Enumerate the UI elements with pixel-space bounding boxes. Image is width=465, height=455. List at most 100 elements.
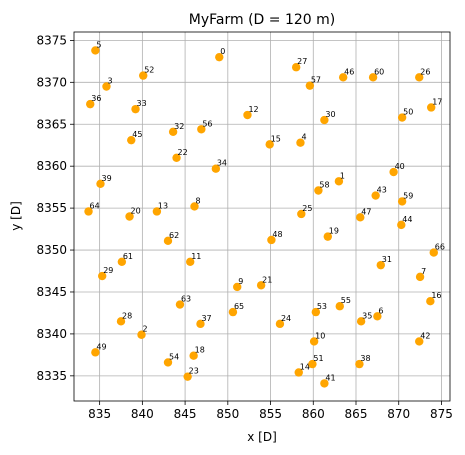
turbine-label: 23 [189,367,199,376]
turbine-point: 34 [212,159,227,173]
turbine-label: 64 [90,201,100,210]
turbine-label: 33 [137,99,147,108]
turbine-point: 54 [164,352,179,366]
turbine-label: 7 [421,267,426,276]
turbine-point: 20 [125,207,140,221]
turbine-point: 53 [312,302,327,316]
turbine-point: 49 [91,342,106,356]
turbine-label: 55 [341,296,351,305]
turbine-point: 66 [430,243,445,257]
turbine-point: 38 [355,354,370,368]
turbine-label: 25 [302,204,312,213]
turbine-label: 12 [248,105,258,114]
x-tick-label: 835 [88,407,111,421]
turbine-point: 1 [335,171,345,185]
y-tick-label: 8355 [36,201,67,215]
turbine-point: 26 [415,67,430,81]
turbine-label: 44 [402,215,412,224]
turbine-label: 31 [382,255,392,264]
turbine-point: 6 [373,306,383,320]
turbine-label: 21 [262,275,272,284]
turbine-label: 56 [202,119,212,128]
turbine-point: 3 [102,77,112,91]
turbine-point: 13 [153,201,168,215]
turbine-label: 62 [169,231,179,240]
turbine-point: 17 [427,97,442,111]
turbine-label: 19 [329,227,339,236]
turbine-label: 61 [123,252,133,261]
x-tick-label: 850 [216,407,239,421]
turbine-label: 47 [361,207,371,216]
turbine-label: 8 [195,196,200,205]
turbine-point: 9 [233,277,243,291]
turbine-point: 61 [118,252,133,266]
y-tick-label: 8375 [36,33,67,47]
turbine-point: 56 [197,119,212,133]
y-tick-label: 8345 [36,285,67,299]
turbine-label: 59 [403,191,413,200]
y-tick-label: 8350 [36,243,67,257]
x-tick-label: 875 [430,407,453,421]
turbine-label: 53 [317,302,327,311]
turbine-point: 47 [356,207,371,221]
turbine-label: 46 [344,67,354,76]
turbine-label: 22 [178,148,188,157]
turbine-point: 52 [139,66,154,80]
turbine-label: 28 [122,311,132,320]
chart-title: MyFarm (D = 120 m) [189,12,335,28]
turbine-label: 48 [272,230,282,239]
turbine-label: 39 [101,174,111,183]
turbine-label: 42 [420,331,430,340]
turbine-label: 51 [313,354,323,363]
turbine-label: 65 [234,302,244,311]
turbine-point: 24 [276,314,291,328]
turbine-point: 55 [336,296,351,310]
turbine-label: 30 [325,110,335,119]
turbine-label: 6 [378,306,383,315]
turbine-label: 34 [217,159,227,168]
turbine-label: 66 [435,243,445,252]
turbine-point: 23 [183,367,198,381]
turbine-label: 49 [96,342,106,351]
x-tick-label: 860 [302,407,325,421]
x-tick-label: 855 [259,407,282,421]
turbine-label: 10 [315,331,325,340]
turbine-label: 40 [395,162,405,171]
turbine-label: 3 [107,77,112,86]
turbine-label: 60 [374,67,384,76]
y-axis-label: y [D] [9,201,23,231]
turbine-label: 38 [360,354,370,363]
turbine-label: 16 [431,291,441,300]
turbine-point: 2 [137,325,147,339]
turbine-label: 57 [311,76,321,85]
turbine-point: 11 [186,252,201,266]
turbine-point: 35 [357,311,372,325]
turbine-point: 33 [131,99,146,113]
turbine-point: 37 [196,314,211,328]
turbine-label: 36 [91,94,101,103]
turbine-point: 40 [389,162,404,176]
turbine-point: 28 [117,311,132,325]
turbine-point: 62 [164,231,179,245]
turbine-label: 63 [181,295,191,304]
x-tick-label: 840 [131,407,154,421]
y-tick-label: 8370 [36,75,67,89]
turbine-point: 65 [229,302,244,316]
turbine-label: 2 [143,325,148,334]
turbine-label: 35 [362,311,372,320]
turbine-label: 29 [103,266,113,275]
turbine-label: 20 [131,207,141,216]
y-tick-label: 8340 [36,327,67,341]
turbine-label: 11 [191,252,201,261]
turbine-point: 44 [397,215,412,229]
turbine-label: 58 [319,181,329,190]
turbine-label: 4 [301,133,306,142]
turbine-label: 32 [174,122,184,131]
x-tick-label: 845 [174,407,197,421]
turbine-point: 57 [306,76,321,90]
turbine-label: 1 [340,171,345,180]
turbine-point: 45 [127,130,142,144]
turbine-label: 15 [271,134,281,143]
turbine-label: 26 [420,67,430,76]
turbine-point: 15 [265,134,280,148]
